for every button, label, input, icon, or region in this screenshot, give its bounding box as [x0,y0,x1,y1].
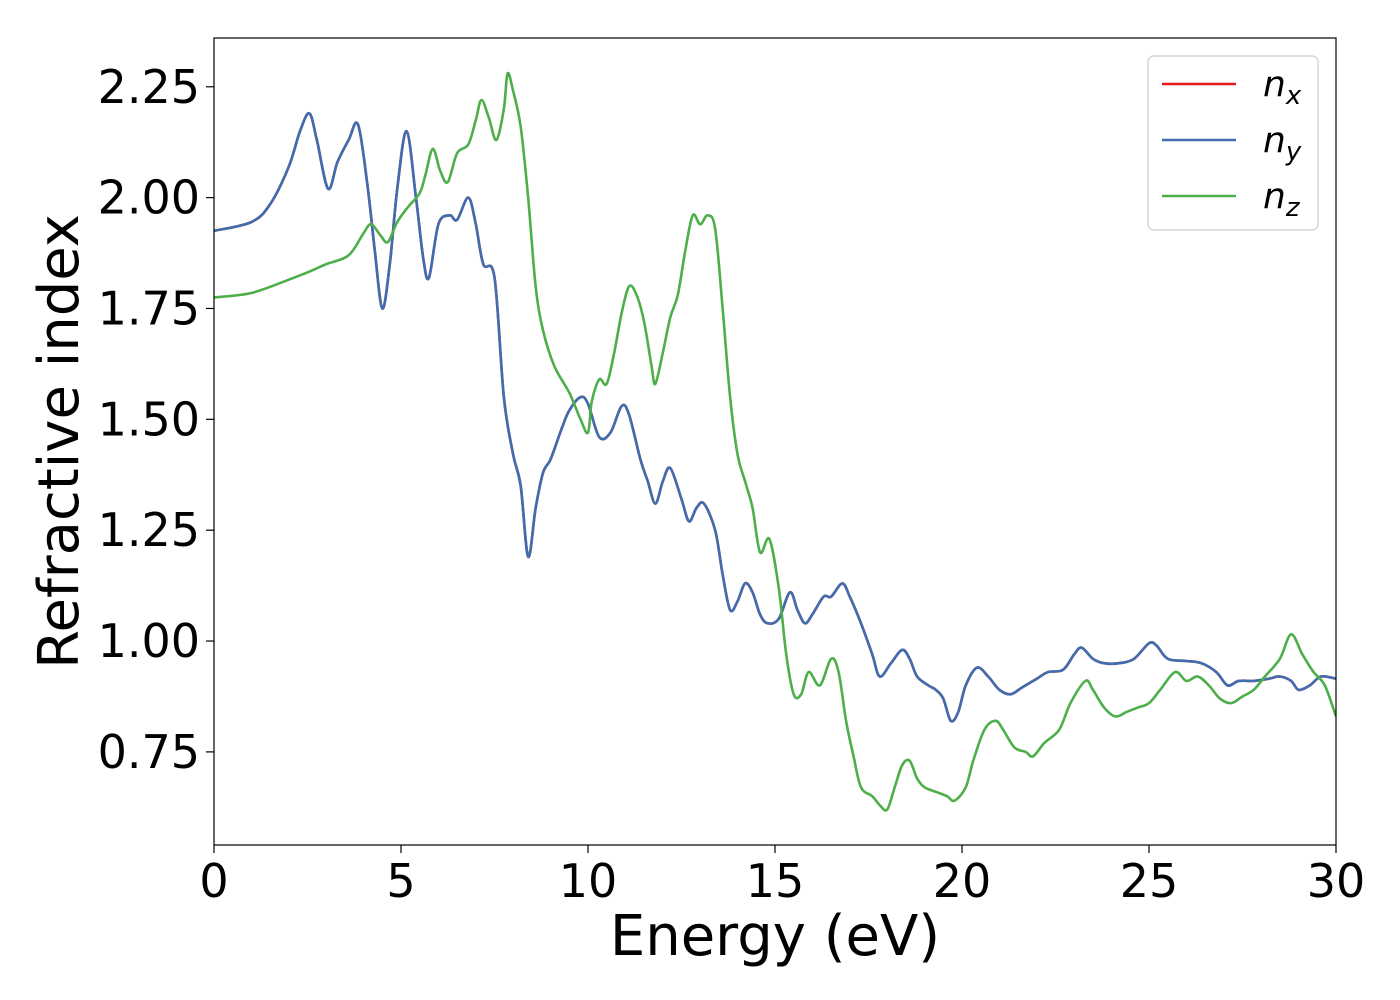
series-layer [214,71,1336,812]
legend-label-n_y: ny [1263,120,1302,167]
x-tick-label: 30 [1307,854,1366,908]
x-tick-label: 15 [746,854,805,908]
series-line-n_y [214,112,1336,723]
legend-box [1147,55,1319,231]
y-tick-label: 1.25 [98,503,200,557]
y-tick-label: 1.50 [98,392,200,446]
legend-label-n_x: nx [1263,64,1302,111]
legend: nx ny nz [1147,55,1319,231]
x-axis-ticks: 0 5 10 15 20 25 30 [199,845,1365,908]
y-axis-label: Refractive index [27,214,92,669]
series-line-n_z [214,71,1336,812]
y-tick-label: 0.75 [98,725,200,779]
y-tick-label: 1.75 [98,281,200,335]
y-tick-label: 2.25 [98,60,200,114]
y-tick-label: 2.00 [98,171,200,225]
x-tick-label: 10 [559,854,618,908]
y-axis-ticks: 0.75 1.00 1.25 1.50 1.75 2.00 2.25 [98,60,214,779]
x-tick-label: 5 [386,854,415,908]
x-tick-label: 20 [933,854,992,908]
y-tick-label: 1.00 [98,614,200,668]
x-tick-label: 25 [1120,854,1179,908]
legend-label-n_z: nz [1263,176,1301,223]
x-tick-label: 0 [199,854,228,908]
x-axis-label: Energy (eV) [610,904,940,969]
